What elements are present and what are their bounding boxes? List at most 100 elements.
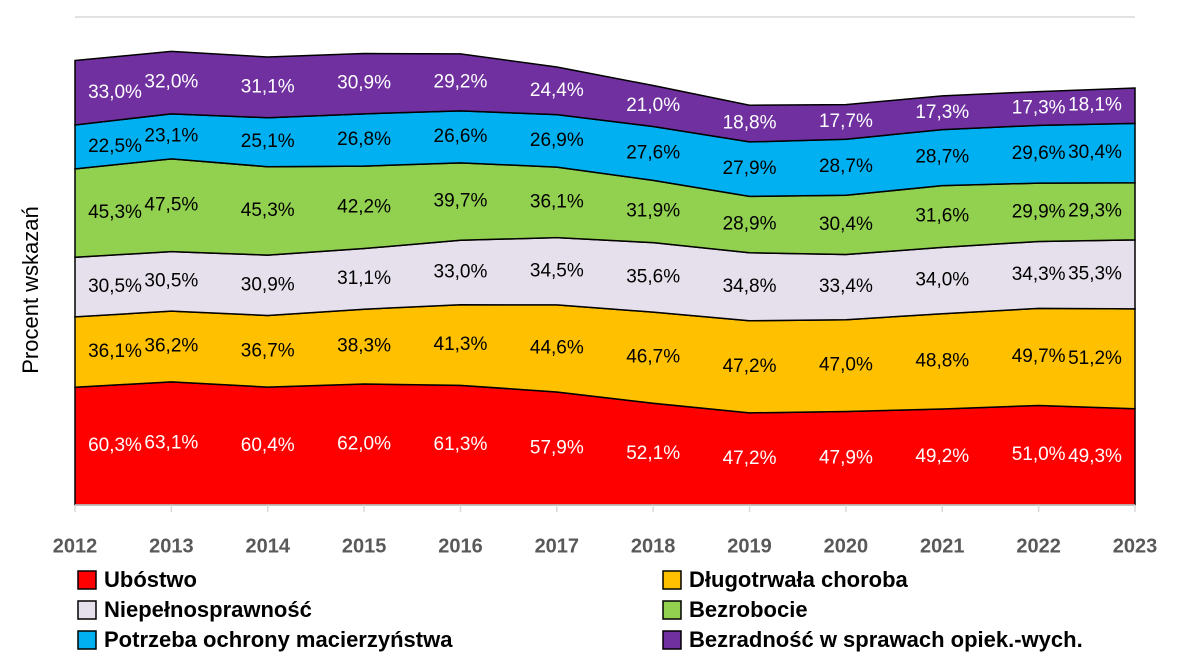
- value-label: 46,7%: [626, 347, 680, 368]
- value-label: 21,0%: [626, 95, 680, 116]
- x-tick-label: 2013: [149, 535, 194, 557]
- value-label: 48,8%: [915, 350, 969, 371]
- value-label: 17,3%: [915, 102, 969, 123]
- value-label: 35,3%: [1068, 263, 1122, 284]
- value-label: 30,5%: [88, 276, 142, 297]
- legend-swatch: [77, 630, 97, 650]
- value-label: 17,7%: [819, 111, 873, 132]
- legend-swatch: [662, 600, 682, 620]
- value-label: 17,3%: [1012, 97, 1066, 118]
- value-label: 36,1%: [88, 341, 142, 362]
- value-label: 28,7%: [915, 147, 969, 168]
- value-label: 36,7%: [241, 340, 295, 361]
- value-label: 27,9%: [723, 158, 777, 179]
- value-label: 51,2%: [1068, 348, 1122, 369]
- value-label: 31,6%: [915, 206, 969, 227]
- value-label: 49,3%: [1068, 446, 1122, 467]
- legend-swatch: [77, 600, 97, 620]
- value-label: 34,5%: [530, 260, 584, 281]
- legend-swatch: [662, 570, 682, 590]
- value-label: 45,3%: [241, 200, 295, 221]
- labels: 60,3% 63,1% 60,4% 62,0% 61,3% 57,9% 52,1% 47,2%…: [88, 71, 1122, 469]
- value-label: 52,1%: [626, 443, 680, 464]
- value-label: 30,9%: [337, 73, 391, 94]
- x-tick-label: 2019: [727, 535, 772, 557]
- value-label: 57,9%: [530, 438, 584, 459]
- value-label: 29,9%: [1012, 201, 1066, 222]
- value-label: 30,5%: [144, 270, 198, 291]
- legend-label: Długotrwała choroba: [689, 567, 909, 592]
- value-label: 29,3%: [1068, 200, 1122, 221]
- legend-label: Bezradność w sprawach opiek.-wych.: [689, 627, 1083, 652]
- value-label: 41,3%: [434, 334, 488, 355]
- value-label: 27,6%: [626, 142, 680, 163]
- x-tick-label: 2016: [438, 535, 483, 557]
- value-label: 28,9%: [723, 214, 777, 235]
- value-label: 26,6%: [434, 126, 488, 147]
- x-tick-label: 2020: [824, 535, 869, 557]
- value-label: 47,2%: [723, 448, 777, 469]
- value-label: 45,3%: [88, 202, 142, 223]
- legend-swatch: [662, 630, 682, 650]
- value-label: 38,3%: [337, 336, 391, 357]
- area: [74, 50, 1136, 143]
- legend-label: Potrzeba ochrony macierzyństwa: [104, 627, 453, 652]
- x-tick-label: 2014: [245, 535, 290, 557]
- value-label: 60,3%: [88, 435, 142, 456]
- value-label: 18,8%: [723, 113, 777, 134]
- value-label: 34,0%: [915, 270, 969, 291]
- value-label: 44,6%: [530, 337, 584, 358]
- value-label: 61,3%: [434, 434, 488, 455]
- value-label: 24,4%: [530, 80, 584, 101]
- legend-label: Niepełnosprawność: [104, 597, 312, 622]
- y-axis-label: Procent wskazań: [18, 206, 43, 374]
- legend-label: Bezrobocie: [689, 597, 808, 622]
- value-label: 30,4%: [1068, 142, 1122, 163]
- value-label: 33,0%: [434, 262, 488, 283]
- value-label: 39,7%: [434, 191, 488, 212]
- x-tick-label: 2018: [631, 535, 676, 557]
- value-label: 29,2%: [434, 71, 488, 92]
- value-label: 49,2%: [915, 446, 969, 467]
- value-label: 33,4%: [819, 276, 873, 297]
- value-label: 30,4%: [819, 214, 873, 235]
- value-label: 31,1%: [241, 76, 295, 97]
- value-label: 26,9%: [530, 130, 584, 151]
- x-tick-label: 2023: [1113, 535, 1158, 557]
- value-label: 29,6%: [1012, 143, 1066, 164]
- value-label: 47,9%: [819, 447, 873, 468]
- value-label: 22,5%: [88, 136, 142, 157]
- value-label: 33,0%: [88, 82, 142, 103]
- value-label: 36,1%: [530, 191, 584, 212]
- x-tick-label: 2017: [535, 535, 580, 557]
- value-label: 47,2%: [723, 356, 777, 377]
- value-label: 31,9%: [626, 201, 680, 222]
- value-label: 51,0%: [1012, 444, 1066, 465]
- value-label: 26,8%: [337, 129, 391, 150]
- value-label: 28,7%: [819, 156, 873, 177]
- value-label: 63,1%: [144, 432, 198, 453]
- value-label: 25,1%: [241, 131, 295, 152]
- x-tick-label: 2021: [920, 535, 965, 557]
- x-tick-label: 2012: [53, 535, 98, 557]
- value-label: 32,0%: [144, 72, 198, 93]
- value-label: 34,8%: [723, 276, 777, 297]
- x-tick-label: 2015: [342, 535, 387, 557]
- value-label: 42,2%: [337, 196, 391, 217]
- legend-swatch: [77, 570, 97, 590]
- value-label: 30,9%: [241, 274, 295, 295]
- value-label: 49,7%: [1012, 346, 1066, 367]
- value-label: 62,0%: [337, 434, 391, 455]
- x-tick-label: 2022: [1016, 535, 1061, 557]
- value-label: 18,1%: [1068, 95, 1122, 116]
- value-label: 34,3%: [1012, 264, 1066, 285]
- value-label: 36,2%: [144, 336, 198, 357]
- value-label: 31,1%: [337, 268, 391, 289]
- value-label: 35,6%: [626, 266, 680, 287]
- areas: [74, 50, 1136, 506]
- legend-label: Ubóstwo: [104, 567, 197, 592]
- value-label: 60,4%: [241, 435, 295, 456]
- value-label: 47,0%: [819, 355, 873, 376]
- value-label: 47,5%: [144, 194, 198, 215]
